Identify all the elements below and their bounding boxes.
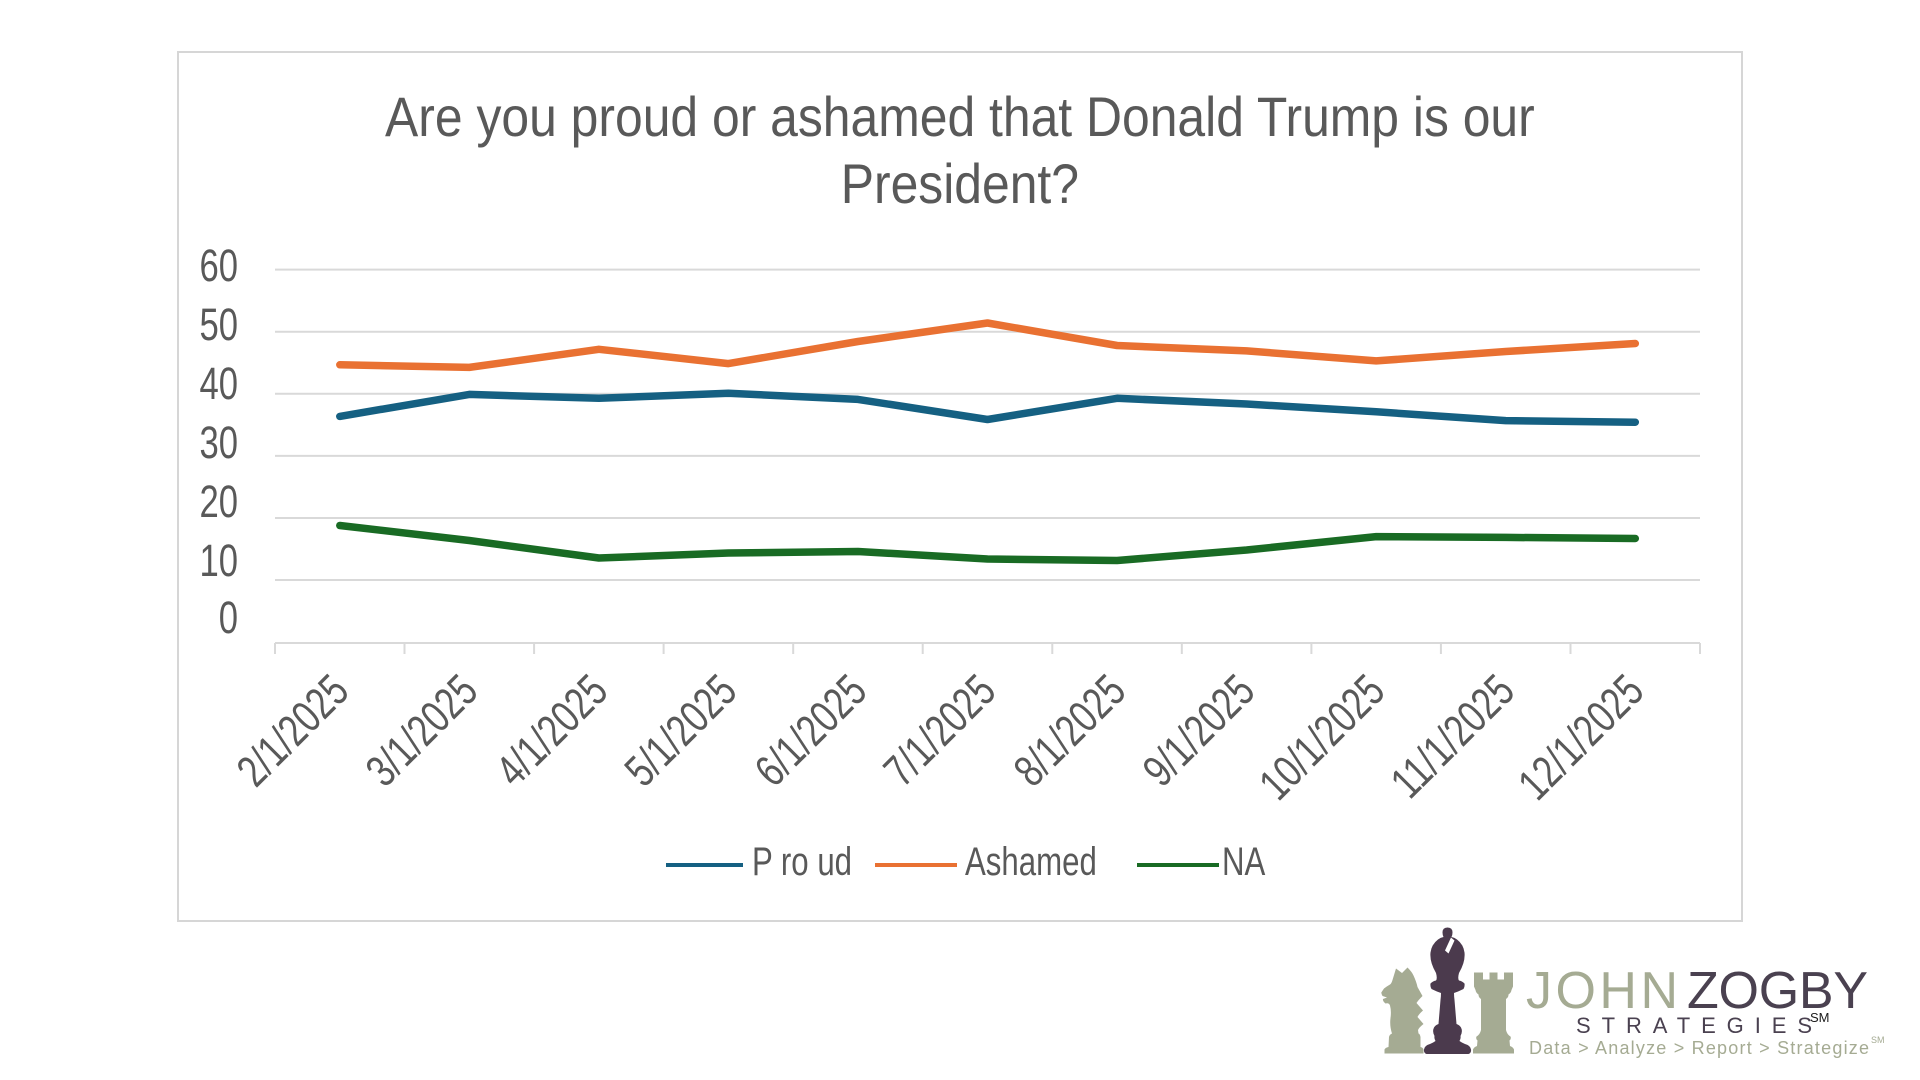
svg-text:Data > Analyze > Report > Stra: Data > Analyze > Report > Strategize (1529, 1038, 1869, 1058)
svg-text:JOHN: JOHN (1526, 962, 1678, 1020)
svg-text:ZOGBY: ZOGBY (1687, 962, 1868, 1020)
svg-text:SM: SM (1871, 1035, 1885, 1045)
svg-text:SM: SM (1810, 1010, 1830, 1025)
